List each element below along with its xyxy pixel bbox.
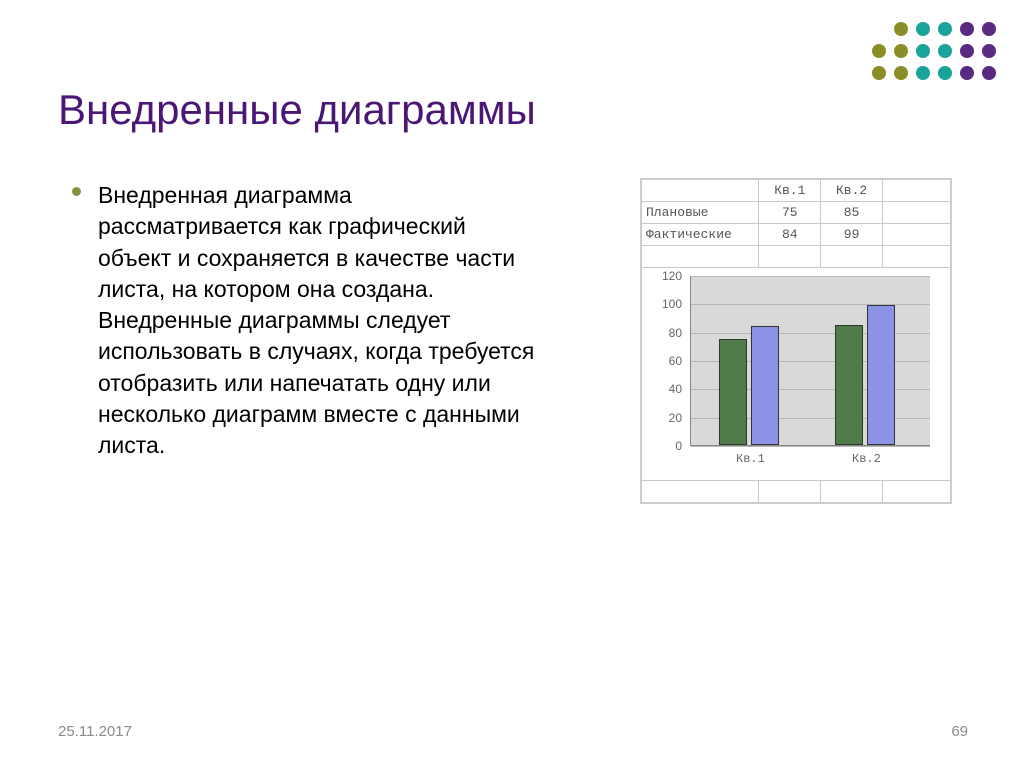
cell: 84 [759, 224, 821, 246]
dot-icon [982, 66, 996, 80]
dot-icon [982, 22, 996, 36]
table-row: Плановые 75 85 [642, 202, 951, 224]
bar-Плановые [835, 325, 863, 445]
y-tick-label: 120 [662, 269, 682, 283]
y-tick-label: 80 [669, 326, 682, 340]
dot-icon [894, 22, 908, 36]
dot-icon [960, 44, 974, 58]
th-empty [642, 180, 759, 202]
cell: 75 [759, 202, 821, 224]
corner-dots [872, 22, 996, 80]
dot-icon [916, 44, 930, 58]
row-label [642, 246, 759, 268]
y-tick-label: 20 [669, 411, 682, 425]
row-label: Фактические [642, 224, 759, 246]
cell: 85 [821, 202, 883, 224]
dot-icon [960, 22, 974, 36]
th-kv1: Кв.1 [759, 180, 821, 202]
dot-icon [938, 66, 952, 80]
y-axis: 020406080100120 [646, 276, 686, 446]
dot-icon [894, 44, 908, 58]
footer-page: 69 [951, 723, 968, 740]
th-blank [883, 180, 951, 202]
y-tick-label: 60 [669, 354, 682, 368]
plot-area [690, 276, 930, 446]
x-tick-label: Кв.2 [852, 452, 881, 466]
cell [883, 246, 951, 268]
body-block: Внедренная диаграмма рассматривается как… [98, 180, 538, 461]
bar-Фактические [751, 326, 779, 445]
dot-icon [872, 44, 886, 58]
row-label: Плановые [642, 202, 759, 224]
cell [883, 202, 951, 224]
table-row: Фактические 84 99 [642, 224, 951, 246]
y-tick-label: 100 [662, 297, 682, 311]
dot-icon [938, 44, 952, 58]
body-text: Внедренная диаграмма рассматривается как… [98, 180, 538, 461]
dot-icon [872, 66, 886, 80]
gridline [691, 276, 930, 277]
x-tick-label: Кв.1 [736, 452, 765, 466]
dot-icon [938, 22, 952, 36]
bar-Плановые [719, 339, 747, 445]
footer-date: 25.11.2017 [58, 723, 132, 740]
cell [883, 224, 951, 246]
dot-icon [982, 44, 996, 58]
dot-icon [916, 22, 930, 36]
y-tick-label: 40 [669, 382, 682, 396]
slide-title: Внедренные диаграммы [58, 86, 536, 134]
embedded-figure: Кв.1 Кв.2 Плановые 75 85 Фактические 84 … [640, 178, 952, 504]
table-row [642, 246, 951, 268]
gridline [691, 446, 930, 447]
cell [759, 246, 821, 268]
th-kv2: Кв.2 [821, 180, 883, 202]
y-tick-label: 0 [675, 439, 682, 453]
bar-chart: 020406080100120 Кв.1Кв.2 [646, 276, 946, 476]
cell [821, 246, 883, 268]
dot-icon [916, 66, 930, 80]
table-header-row: Кв.1 Кв.2 [642, 180, 951, 202]
dot-icon [960, 66, 974, 80]
data-table: Кв.1 Кв.2 Плановые 75 85 Фактические 84 … [641, 179, 951, 503]
cell: 99 [821, 224, 883, 246]
bar-Фактические [867, 305, 895, 445]
table-row [642, 481, 951, 503]
bullet-icon [72, 187, 81, 196]
dot-icon [894, 66, 908, 80]
